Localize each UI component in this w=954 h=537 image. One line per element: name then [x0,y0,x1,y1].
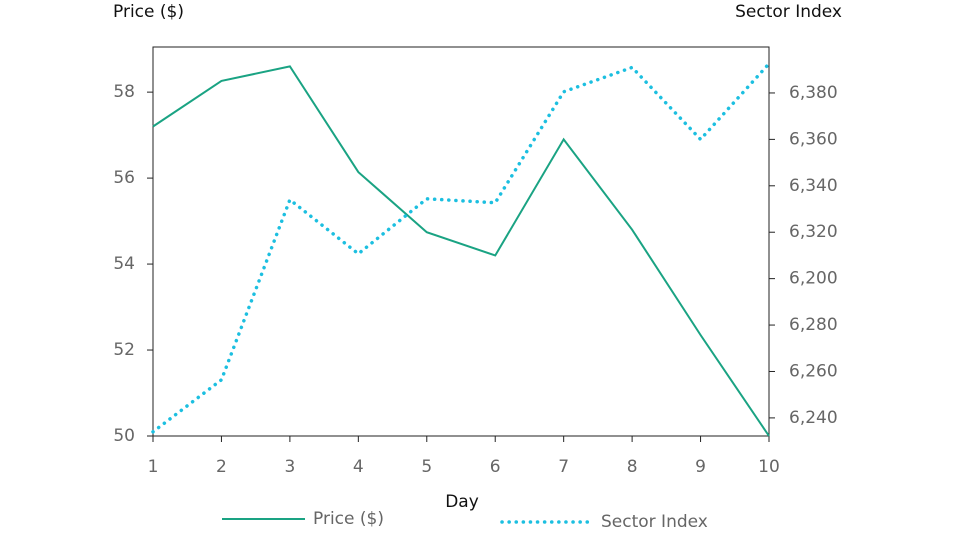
x-tick-label: 5 [421,457,432,477]
y-tick-label: 54 [113,254,135,274]
x-tick-label: 8 [627,457,638,477]
x-axis-title: Day [445,492,479,512]
x-tick-label: 1 [148,457,159,477]
y-axis-title: Price ($) [113,2,184,22]
x-tick-label: 6 [490,457,501,477]
legend-label: Sector Index [601,512,708,532]
x-tick-label: 10 [758,457,780,477]
y-tick-label: 50 [113,426,135,446]
y-tick-label: 58 [113,82,135,102]
x-tick-label: 3 [284,457,295,477]
y-tick-label: 56 [113,168,135,188]
plot-frame [152,46,770,437]
x-tick-label: 9 [695,457,706,477]
series-line [152,65,770,437]
y2-tick-label: 6,320 [789,222,838,242]
y2-tick-label: 6,260 [789,361,838,381]
y2-tick-label: 6,380 [789,83,838,103]
y-tick-label: 52 [113,340,135,360]
legend-label: Price ($) [313,509,384,529]
y2-tick-label: 6,200 [789,269,838,289]
y2-tick-label: 6,280 [789,315,838,335]
y2-tick-label: 6,360 [789,129,838,149]
series-line [151,61,771,434]
y2-tick-label: 6,340 [789,176,838,196]
x-tick-label: 4 [353,457,364,477]
x-tick-label: 2 [216,457,227,477]
y2-axis-title: Sector Index [735,2,842,22]
y2-tick-label: 6,240 [789,408,838,428]
x-tick-label: 7 [558,457,569,477]
